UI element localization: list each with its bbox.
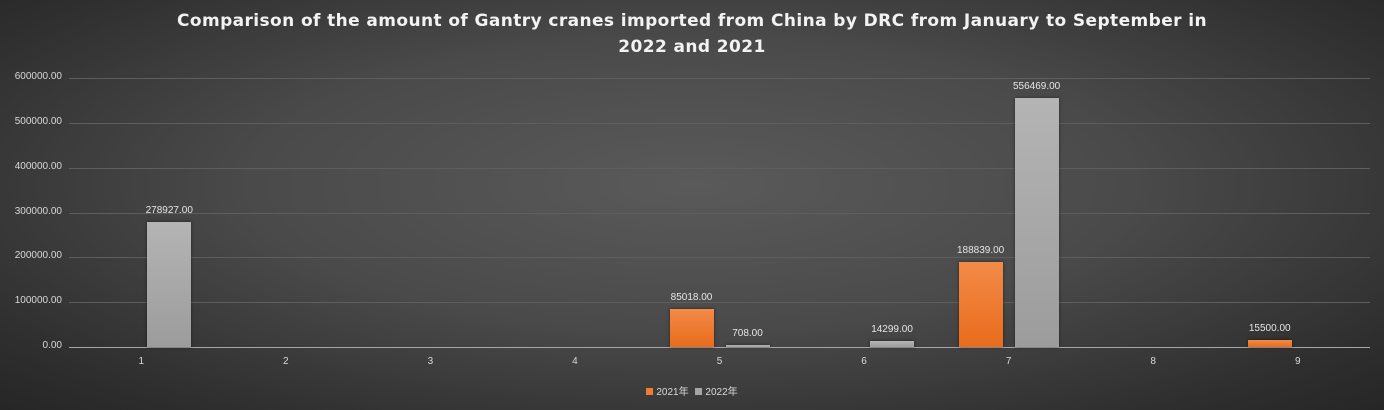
- y-tick-label: 600000.00: [14, 71, 62, 82]
- x-tick-label: 8: [1150, 356, 1156, 367]
- x-tick-label: 5: [716, 356, 723, 367]
- data-label: 15500.00: [1248, 323, 1291, 335]
- y-tick-label: 200000.00: [14, 250, 62, 262]
- bar-2022-month-5: [725, 345, 770, 347]
- x-tick-label: 1: [138, 356, 145, 367]
- gridline: [69, 78, 1370, 79]
- x-axis-line: [69, 347, 1370, 348]
- gridline: [69, 167, 1370, 169]
- x-tick-label: 3: [427, 356, 434, 367]
- bar-2021-month-5: [669, 308, 714, 347]
- x-tick-label: 2: [283, 356, 289, 367]
- data-label: 556469.00: [1012, 80, 1061, 92]
- data-label: 85018.00: [670, 291, 713, 303]
- x-tick-label: 7: [1005, 356, 1012, 367]
- gridline: [69, 302, 1370, 304]
- x-tick-label: 6: [861, 356, 867, 367]
- data-label: 278927.00: [145, 204, 193, 216]
- legend-label-2022: 2022年: [705, 387, 738, 398]
- legend-item-2022: 2022年: [695, 383, 738, 398]
- x-tick-label: 4: [572, 356, 578, 367]
- data-label: 14299.00: [871, 323, 913, 335]
- y-tick-label: 300000.00: [14, 205, 62, 217]
- bar-2021-month-9: [1247, 340, 1292, 347]
- bar-2021-month-7: [958, 262, 1003, 347]
- bar-2022-month-6: [870, 340, 915, 347]
- legend-swatch-2021: [646, 388, 654, 395]
- y-tick-label: 100000.00: [14, 295, 62, 307]
- gridline: [69, 257, 1370, 259]
- chart-title-line-2: 2022 and 2021: [618, 37, 766, 57]
- y-tick-label: 0.00: [42, 340, 62, 351]
- bar-2022-month-1: [147, 221, 192, 347]
- legend-item-2021: 2021年: [646, 383, 689, 398]
- legend: 2021年 2022年: [0, 383, 1384, 398]
- chart-title-line-1: Comparison of the amount of Gantry crane…: [177, 11, 1207, 31]
- data-label: 188839.00: [956, 245, 1005, 257]
- legend-label-2021: 2021年: [656, 387, 689, 398]
- legend-swatch-2022: [695, 388, 703, 395]
- bar-2022-month-7: [1014, 97, 1059, 347]
- data-label: 708.00: [732, 328, 763, 339]
- y-tick-label: 500000.00: [14, 115, 62, 127]
- chart-title: Comparison of the amount of Gantry crane…: [0, 8, 1384, 60]
- gridline: [69, 212, 1370, 214]
- x-tick-label: 9: [1294, 356, 1301, 367]
- y-tick-label: 400000.00: [14, 160, 62, 172]
- gridline: [69, 122, 1370, 124]
